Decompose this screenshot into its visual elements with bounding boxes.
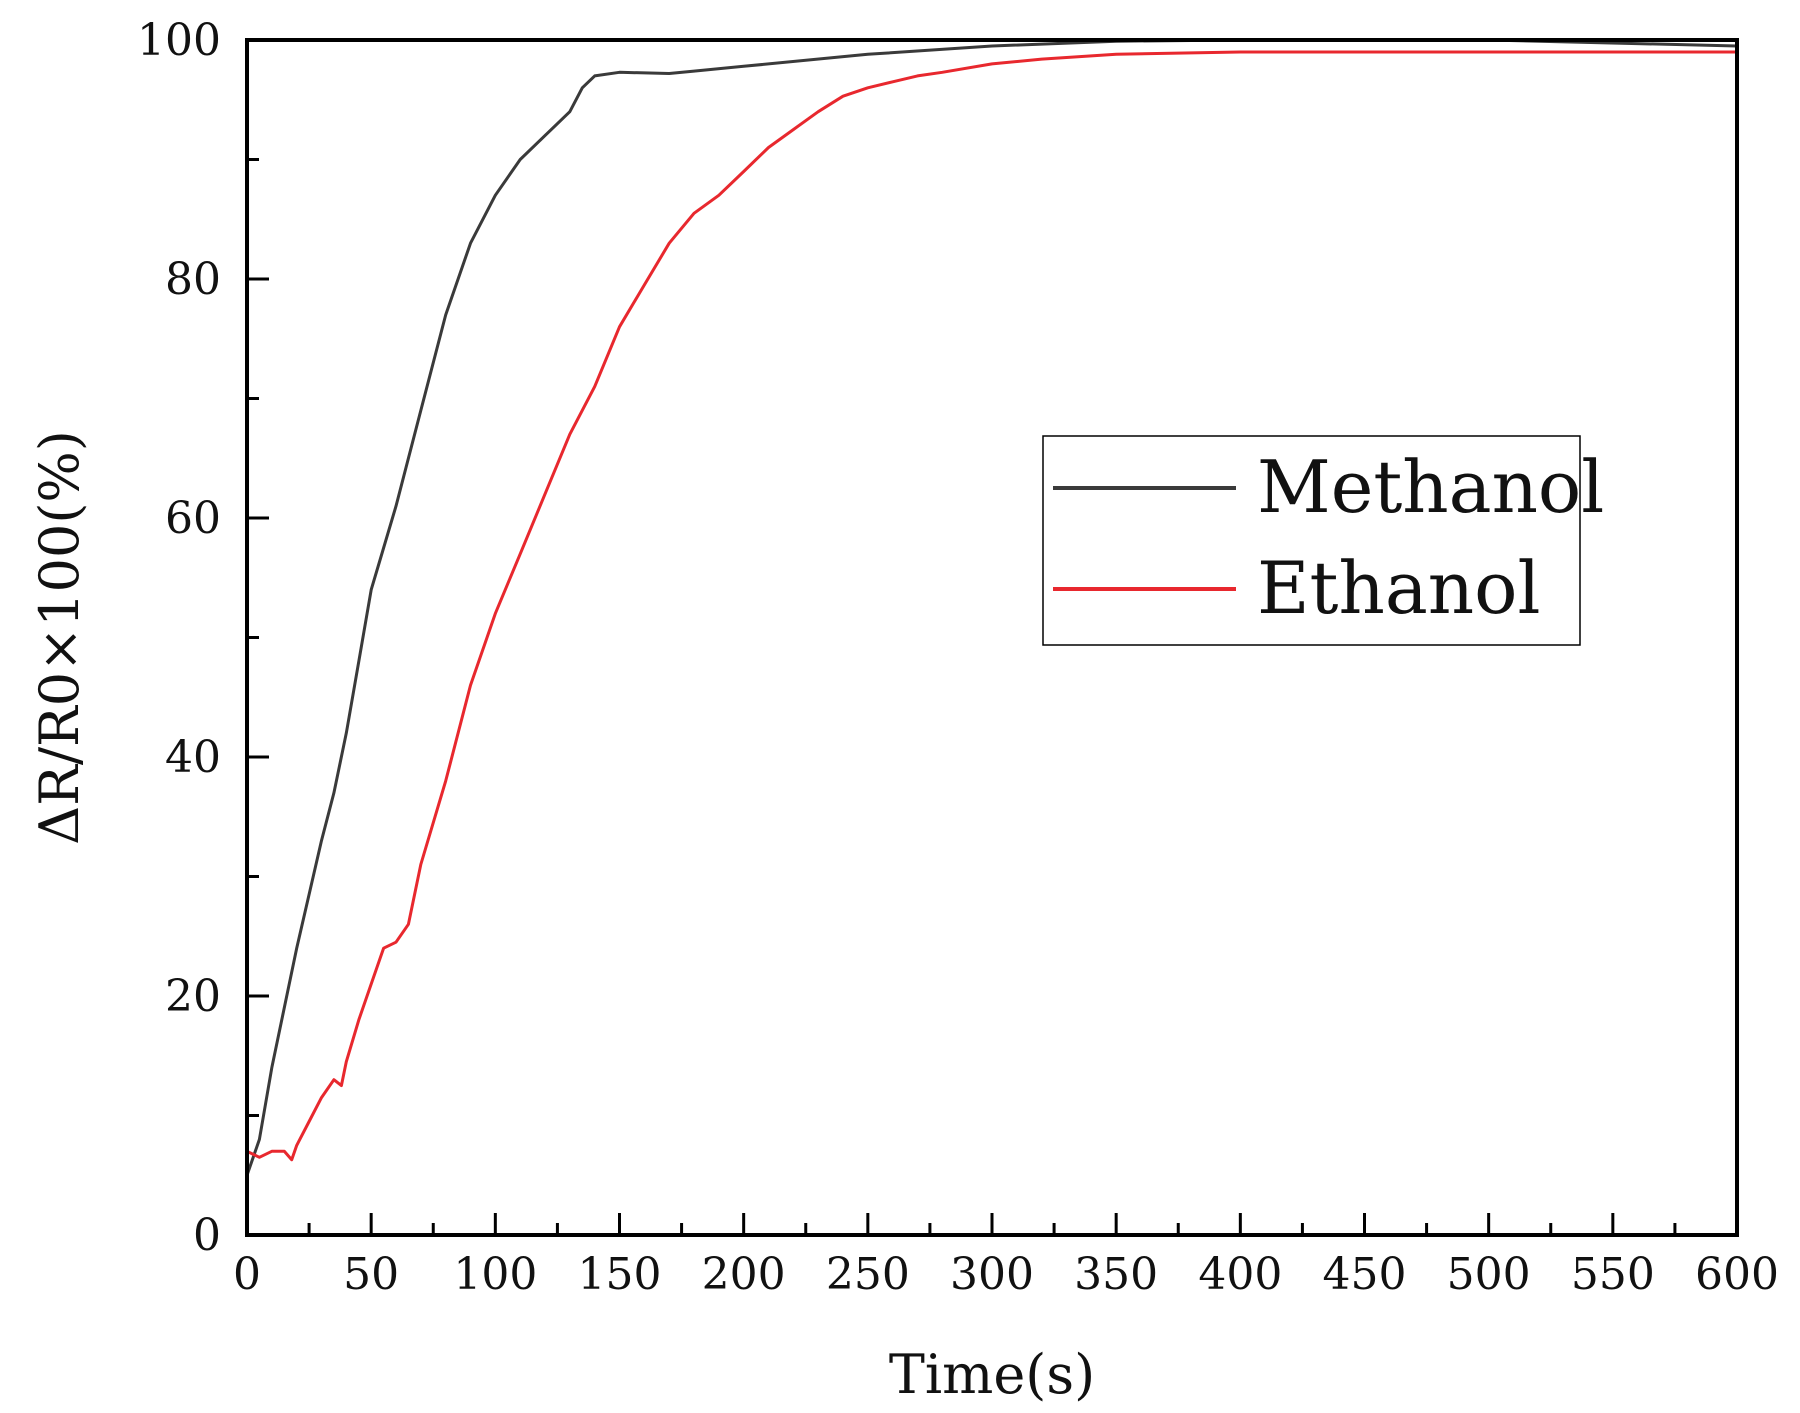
y-axis-title: ΔR/R0×100(%) bbox=[28, 430, 91, 845]
x-tick-label: 400 bbox=[1198, 1249, 1282, 1300]
y-tick-label: 20 bbox=[165, 971, 221, 1022]
y-tick-label: 0 bbox=[193, 1210, 221, 1261]
legend-box bbox=[1042, 435, 1581, 646]
series-layer bbox=[245, 38, 1739, 1177]
x-tick-label: 450 bbox=[1323, 1249, 1407, 1300]
legend-label-ethanol: Ethanol bbox=[1257, 546, 1541, 630]
x-tick-label: 100 bbox=[453, 1249, 537, 1300]
series-line-ethanol bbox=[245, 50, 1739, 1162]
x-tick-label: 500 bbox=[1447, 1249, 1531, 1300]
y-tick-label: 40 bbox=[165, 732, 221, 783]
x-tick-label: 550 bbox=[1571, 1249, 1655, 1300]
x-tick-label: 150 bbox=[578, 1249, 662, 1300]
legend-label-methanol: Methanol bbox=[1257, 445, 1604, 529]
series-line-methanol bbox=[245, 38, 1739, 1177]
x-tick-label: 250 bbox=[826, 1249, 910, 1300]
y-tick-label: 60 bbox=[165, 493, 221, 544]
x-tick-label: 200 bbox=[702, 1249, 786, 1300]
y-tick-label: 100 bbox=[137, 15, 221, 66]
x-tick-label: 50 bbox=[343, 1249, 399, 1300]
legend: Methanol Ethanol bbox=[1042, 435, 1604, 646]
x-tick-label: 0 bbox=[233, 1249, 261, 1300]
x-tick-label: 300 bbox=[950, 1249, 1034, 1300]
x-tick-label: 350 bbox=[1074, 1249, 1158, 1300]
y-tick-label: 80 bbox=[165, 254, 221, 305]
plot-frame bbox=[245, 38, 1739, 1237]
x-axis-title: Time(s) bbox=[889, 1343, 1095, 1406]
x-tick-label: 600 bbox=[1695, 1249, 1779, 1300]
ticks-layer: 0 50 100 150 200 250 300 350 400 450 500 550 600 0 20 4… bbox=[137, 15, 1779, 1300]
